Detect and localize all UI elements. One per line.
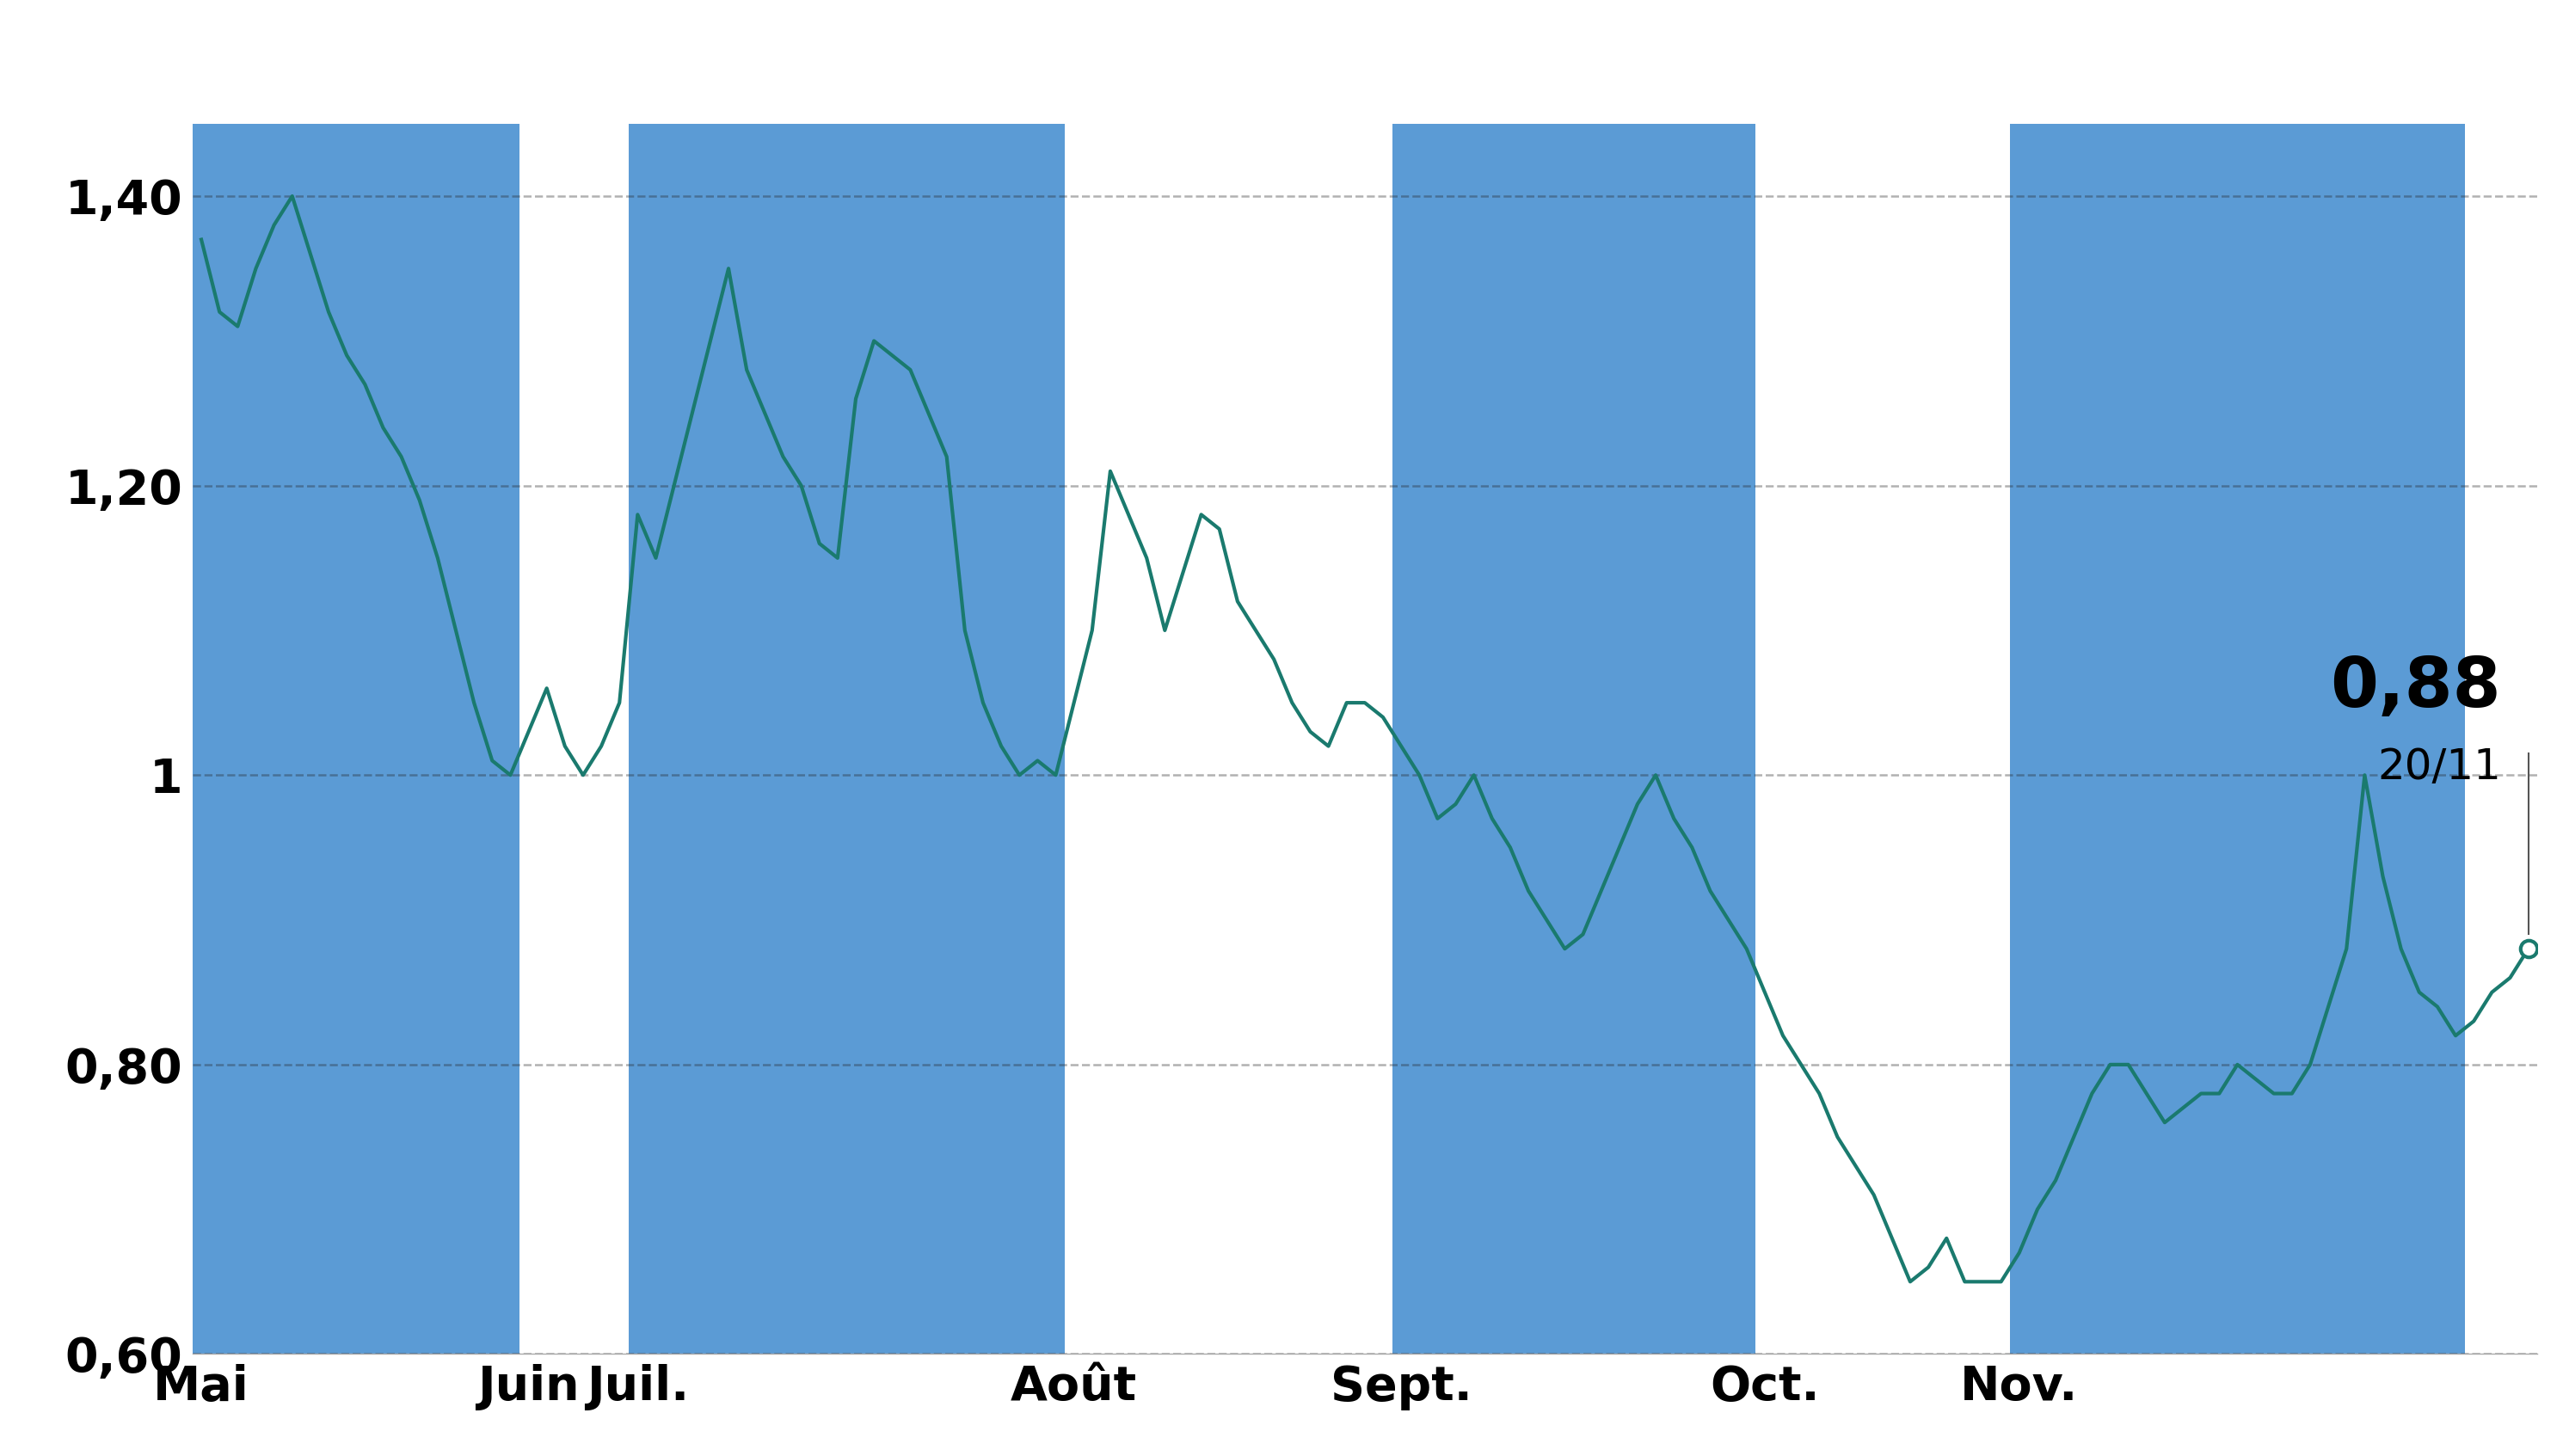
Text: Engine Gaming and Media, Inc.: Engine Gaming and Media, Inc. bbox=[466, 1, 2097, 93]
Bar bbox=[628, 124, 1064, 1354]
Bar bbox=[1392, 124, 1756, 1354]
Text: 0,88: 0,88 bbox=[2330, 655, 2501, 722]
Text: 20/11: 20/11 bbox=[2378, 745, 2501, 788]
Bar bbox=[192, 124, 520, 1354]
Bar bbox=[2009, 124, 2466, 1354]
